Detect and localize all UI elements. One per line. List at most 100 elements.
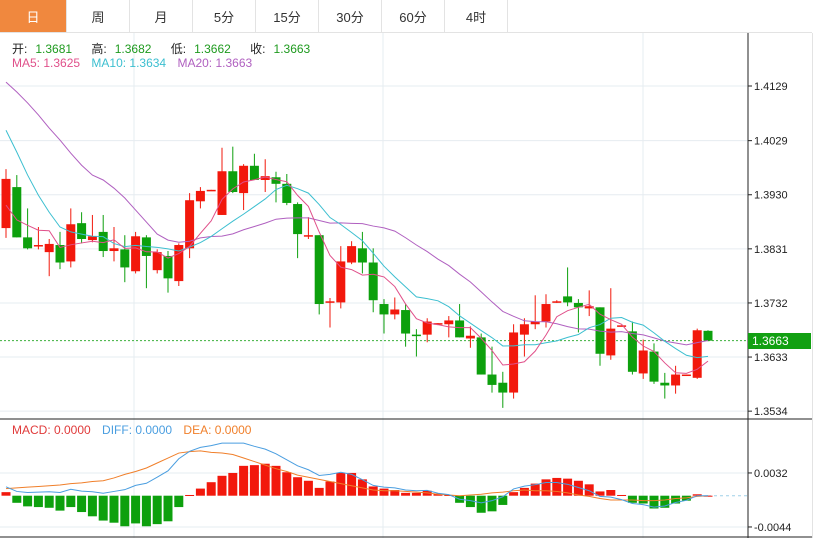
tab-5[interactable]: 30分 <box>319 0 382 32</box>
candle <box>357 231 367 274</box>
candle <box>206 189 216 192</box>
candle-body <box>671 374 681 386</box>
candle-body <box>422 321 432 335</box>
candle <box>455 304 465 338</box>
price-tick-label: 1.4129 <box>754 81 788 93</box>
candle <box>66 208 76 268</box>
macd-bar <box>573 480 583 496</box>
open-value: 1.3681 <box>35 42 73 56</box>
candle <box>422 318 432 343</box>
candle <box>336 246 346 309</box>
tab-4[interactable]: 15分 <box>256 0 319 32</box>
macd-bar <box>77 495 87 513</box>
candle <box>1 169 11 238</box>
candle <box>55 231 65 270</box>
candle <box>681 374 691 377</box>
candle-body <box>303 235 313 237</box>
candle <box>703 330 713 342</box>
macd-bar <box>131 495 141 524</box>
price-tick-label: 1.3831 <box>754 244 788 256</box>
candle-body <box>390 309 400 315</box>
macd-bar <box>44 495 54 508</box>
candle-body <box>433 323 443 325</box>
candle-body <box>12 187 22 238</box>
current-price-tag: 1.3663 <box>748 333 811 349</box>
candle <box>660 372 670 399</box>
macd-bar <box>141 495 151 527</box>
macd-bar <box>649 495 659 509</box>
macd-bar <box>152 495 162 525</box>
price-tick-label: 1.3534 <box>754 406 788 418</box>
macd-bar <box>195 488 205 496</box>
macd-tick-label: 0.0032 <box>754 468 788 480</box>
candle-body <box>87 236 97 241</box>
macd-tick-label: -0.0044 <box>754 522 791 534</box>
candle-body <box>638 350 648 374</box>
dea-value: DEA: 0.0000 <box>183 423 252 437</box>
macd-bar <box>314 487 324 496</box>
candle-body <box>444 320 454 325</box>
candle-body <box>476 337 486 375</box>
macd-bar <box>627 495 637 503</box>
macd-bar <box>33 495 43 508</box>
macd-bar <box>595 491 605 496</box>
macd-bar <box>671 495 681 504</box>
candle-body <box>617 325 627 327</box>
tab-7[interactable]: 4时 <box>445 0 508 32</box>
macd-bar <box>174 495 184 508</box>
candle <box>141 235 151 289</box>
candle <box>12 175 22 238</box>
candle <box>303 217 313 240</box>
macd-bar <box>584 484 594 496</box>
candle-body <box>228 171 238 193</box>
macd-bar <box>617 494 627 496</box>
tab-1[interactable]: 周 <box>67 0 130 32</box>
macd-bar <box>347 472 357 496</box>
candle <box>433 323 443 325</box>
macd-bar <box>660 495 670 508</box>
candle <box>347 241 357 265</box>
low-value: 1.3662 <box>194 42 231 56</box>
macd-bar <box>509 492 519 496</box>
candle-body <box>530 321 540 325</box>
candle-body <box>206 189 216 192</box>
macd-bar <box>239 465 249 496</box>
candle-body <box>368 262 378 301</box>
dea-line <box>5 450 709 502</box>
candle-body <box>509 332 519 393</box>
candle-body <box>55 245 65 263</box>
tab-0[interactable]: 日 <box>0 0 67 32</box>
macd-bar <box>271 465 281 496</box>
candle-body <box>325 301 335 303</box>
macd-bar <box>519 487 529 496</box>
candle-body <box>681 374 691 377</box>
candle <box>98 214 108 258</box>
candle <box>390 297 400 320</box>
tab-3[interactable]: 5分 <box>193 0 256 32</box>
macd-bar <box>325 481 335 496</box>
candle-body <box>357 248 367 263</box>
candle-body <box>44 243 54 253</box>
candle-body <box>152 252 162 271</box>
close-value: 1.3663 <box>273 42 311 56</box>
candle-body <box>239 165 249 194</box>
macd-bar <box>606 490 616 496</box>
price-tick-label: 1.3732 <box>754 298 788 310</box>
candle <box>498 371 508 408</box>
candle-body <box>347 246 357 263</box>
ma10-line <box>5 130 709 359</box>
tab-2[interactable]: 月 <box>130 0 193 32</box>
candle <box>249 153 259 180</box>
candle-body <box>379 304 389 315</box>
candle-body <box>77 223 87 240</box>
macd-bar <box>336 472 346 496</box>
macd-bar <box>185 494 195 496</box>
candle <box>692 328 702 379</box>
macd-bar <box>1 492 11 496</box>
macd-bar <box>217 475 227 496</box>
candle <box>671 365 681 394</box>
candle <box>293 202 303 259</box>
candle-body <box>109 248 119 252</box>
tab-6[interactable]: 60分 <box>382 0 445 32</box>
